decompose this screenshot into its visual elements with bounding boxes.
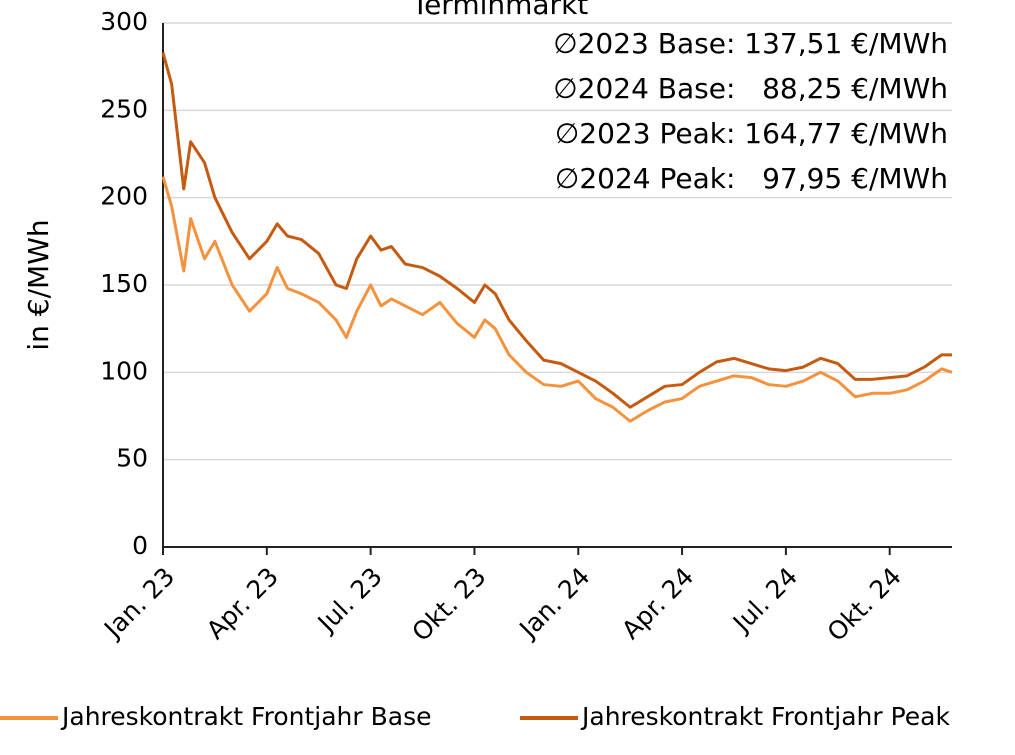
y-tick-label: 300 (100, 7, 148, 36)
annotation: ∅2023 Base: 137,51 €/MWh (553, 27, 948, 60)
y-tick-label: 50 (116, 444, 148, 473)
line-series (161, 176, 953, 423)
x-tick-label: Jan. 23 (97, 562, 180, 645)
y-tick-label: 150 (100, 269, 148, 298)
x-tick-label: Jul. 24 (726, 562, 803, 639)
x-tick-label: Okt. 24 (822, 562, 907, 647)
x-tick-label: Okt. 23 (406, 562, 491, 647)
x-tick-label: Jan. 24 (513, 562, 596, 645)
y-tick-label: 200 (100, 182, 148, 211)
legend-label: Jahreskontrakt Frontjahr Peak (580, 702, 950, 731)
y-axis-title: in €/MWh (22, 219, 55, 350)
x-tick-label: Jul. 23 (311, 562, 388, 639)
annotation: ∅2024 Peak: 97,95 €/MWh (555, 162, 948, 195)
y-tick-label: 100 (100, 356, 148, 385)
legend-label: Jahreskontrakt Frontjahr Base (60, 702, 431, 731)
x-tick-label: Apr. 24 (616, 562, 699, 645)
y-tick-label: 0 (132, 531, 148, 560)
line-series (161, 52, 952, 409)
x-tick-label: Apr. 23 (201, 562, 284, 645)
y-tick-label: 250 (100, 94, 148, 123)
annotation: ∅2023 Peak: 164,77 €/MWh (555, 117, 948, 150)
chart-title: Terminmarkt (411, 0, 589, 21)
annotation: ∅2024 Base: 88,25 €/MWh (553, 72, 948, 105)
